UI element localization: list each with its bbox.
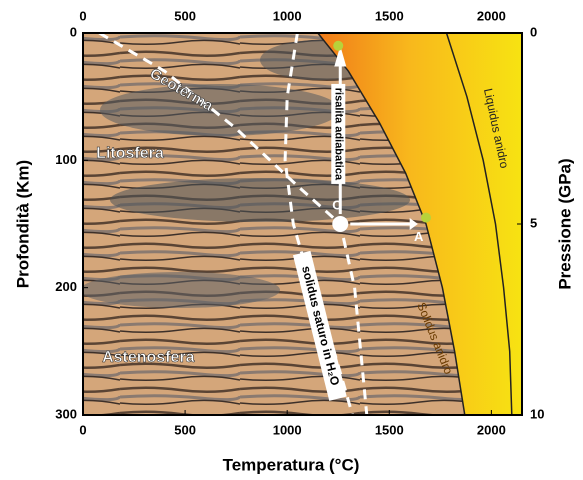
region-label: Litosfera [96, 145, 164, 162]
x-tick-label: 500 [174, 422, 196, 437]
y2-tick-label: 0 [530, 24, 537, 39]
green-dot [333, 41, 343, 51]
y2-tick-label: 5 [530, 215, 537, 230]
y2-axis-title: Pressione (GPa) [555, 158, 574, 289]
x-top-tick-label: 1500 [375, 8, 404, 23]
x-top-tick-label: 0 [79, 8, 86, 23]
y-tick-label: 100 [55, 152, 77, 167]
x-tick-label: 1500 [375, 422, 404, 437]
x-axis-title: Temperatura (°C) [223, 455, 360, 474]
point-label: A [414, 229, 424, 244]
y-axis-title: Profondità (Km) [13, 160, 32, 288]
point-marker [332, 216, 348, 232]
region-label: Astenosfera [102, 349, 195, 366]
x-top-tick-label: 1000 [273, 8, 302, 23]
arrow-label: risalita adiabatica [332, 88, 344, 181]
point-label: C [332, 197, 342, 212]
chart: Temperatura (°C) Profondità (Km) Pressio… [0, 0, 583, 480]
x-tick-label: 0 [79, 422, 86, 437]
y-tick-label: 0 [70, 24, 77, 39]
x-tick-label: 1000 [273, 422, 302, 437]
y-tick-label: 300 [55, 406, 77, 421]
y-tick-label: 200 [55, 279, 77, 294]
x-top-tick-label: 2000 [477, 8, 506, 23]
point-marker [421, 213, 431, 223]
y2-tick-label: 10 [530, 406, 544, 421]
x-tick-label: 2000 [477, 422, 506, 437]
x-top-tick-label: 500 [174, 8, 196, 23]
